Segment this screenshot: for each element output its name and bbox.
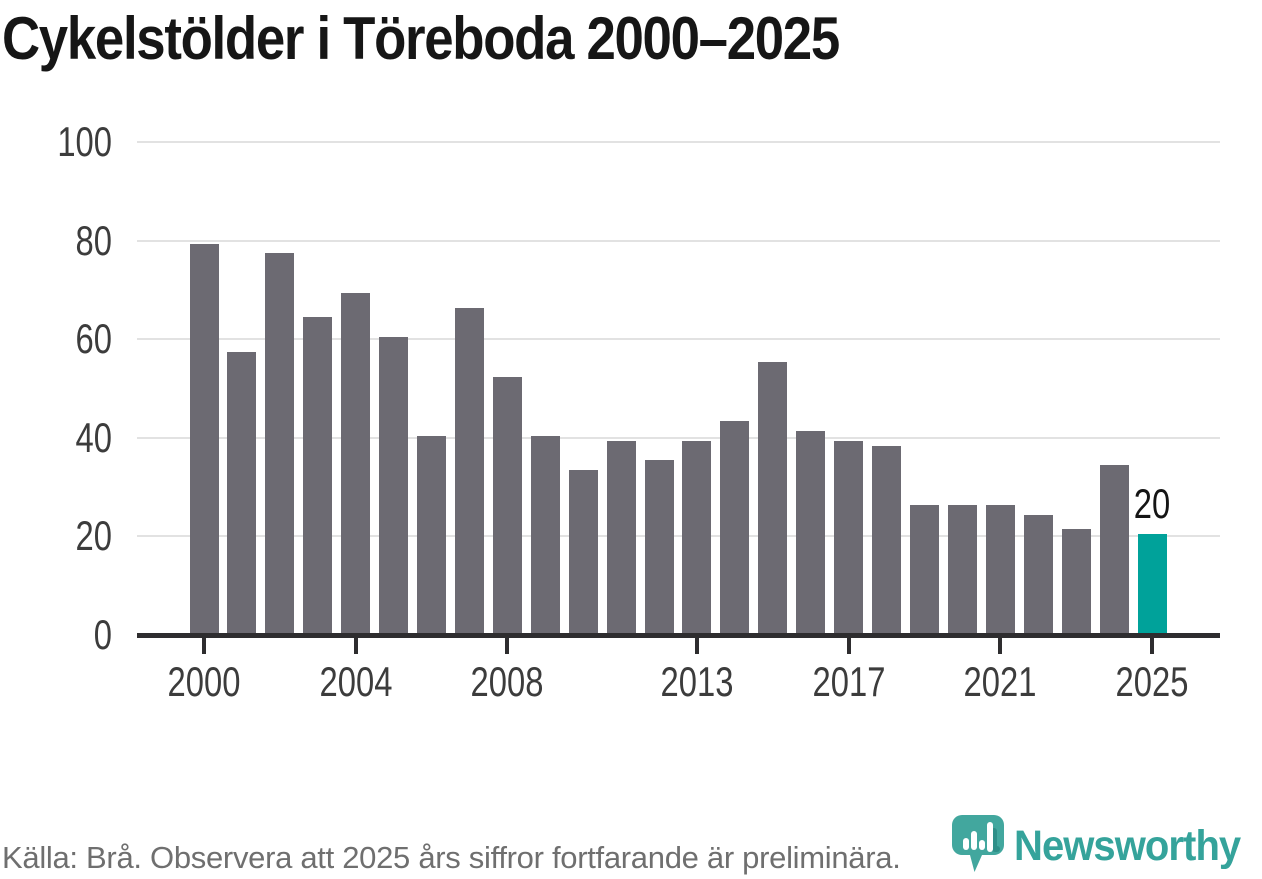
bar-2003 xyxy=(303,317,333,633)
bar-2018 xyxy=(872,446,902,633)
x-axis-label-2017: 2017 xyxy=(812,658,886,705)
bar-2000 xyxy=(189,244,219,633)
bar-2017 xyxy=(834,441,864,633)
x-tick-2008 xyxy=(505,637,510,654)
bar-2007 xyxy=(454,308,484,633)
gridline-y-20 xyxy=(137,535,1220,538)
highlight-value-label: 20 xyxy=(1133,480,1171,527)
y-axis-label-100: 100 xyxy=(57,118,112,165)
bar-2002 xyxy=(265,253,295,633)
gridline-y-100 xyxy=(137,141,1220,143)
bar-2006 xyxy=(417,436,447,633)
y-axis-label-0: 0 xyxy=(93,611,112,658)
gridline-y-80 xyxy=(137,239,1220,242)
bar-2014 xyxy=(720,421,750,633)
chart-title: Cykelstölder i Töreboda 2000–2025 xyxy=(2,5,840,72)
bar-2025 xyxy=(1137,534,1167,633)
bar-2015 xyxy=(758,362,788,633)
bar-2008 xyxy=(492,377,522,633)
x-axis-label-2000: 2000 xyxy=(167,658,241,705)
newsworthy-wordmark: Newsworthy xyxy=(1014,822,1241,870)
x-axis-label-2008: 2008 xyxy=(470,658,544,705)
x-axis-label-2021: 2021 xyxy=(963,658,1037,705)
bar-2009 xyxy=(530,436,560,633)
bar-2019 xyxy=(909,505,939,633)
x-tick-2017 xyxy=(846,637,851,654)
y-axis-label-40: 40 xyxy=(75,413,112,461)
gridline-y-60 xyxy=(137,338,1220,341)
bar-2012 xyxy=(644,460,674,633)
newsworthy-logo[interactable]: Newsworthy xyxy=(948,812,1262,879)
y-axis-label-20: 20 xyxy=(75,512,112,560)
x-axis-label-2004: 2004 xyxy=(319,658,393,705)
x-tick-2025 xyxy=(1150,637,1154,654)
x-tick-2000 xyxy=(202,637,206,654)
bar-2021 xyxy=(985,505,1015,633)
bar-2011 xyxy=(606,441,636,633)
x-axis-label-2013: 2013 xyxy=(660,658,734,705)
bar-2016 xyxy=(796,431,826,633)
x-tick-2013 xyxy=(694,637,699,654)
gridline-y-40 xyxy=(137,436,1220,439)
bar-2005 xyxy=(379,337,409,633)
y-axis-label-60: 60 xyxy=(75,315,112,363)
source-note: Källa: Brå. Observera att 2025 års siffr… xyxy=(2,840,901,875)
bar-2024 xyxy=(1099,465,1129,633)
x-axis-line xyxy=(137,632,1220,638)
bar-2001 xyxy=(227,352,257,633)
newsworthy-bubble-chart-icon xyxy=(952,815,1004,872)
y-axis-label-80: 80 xyxy=(75,216,112,264)
bar-2004 xyxy=(341,293,371,633)
bar-2022 xyxy=(1023,515,1053,633)
x-axis-label-2025: 2025 xyxy=(1115,658,1189,705)
bar-2013 xyxy=(682,441,712,633)
bar-2010 xyxy=(568,470,598,633)
bar-2023 xyxy=(1061,529,1091,633)
x-tick-2021 xyxy=(998,637,1003,654)
x-tick-2004 xyxy=(353,637,358,654)
bar-2020 xyxy=(947,505,977,633)
